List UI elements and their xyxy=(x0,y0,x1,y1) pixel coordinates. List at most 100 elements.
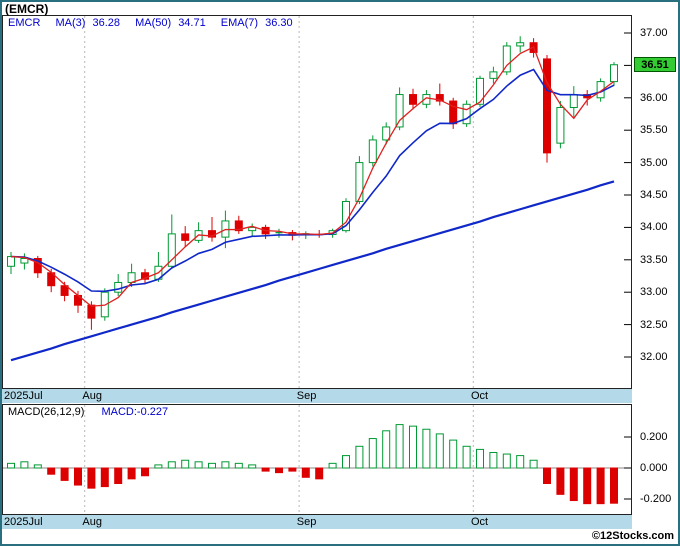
candle-down xyxy=(543,58,551,154)
macd-tick-label: 0.000 xyxy=(640,462,668,474)
macd-bar-positive xyxy=(167,461,176,469)
price-tick-label: 33.00 xyxy=(640,286,668,299)
candle-up xyxy=(462,103,471,125)
page-title: (EMCR) xyxy=(5,2,49,16)
candle-down xyxy=(60,285,69,296)
last-price-badge: 36.51 xyxy=(634,56,676,72)
macd-bar-positive xyxy=(234,462,243,469)
macd-bar-positive xyxy=(221,461,230,469)
macd-bar-negative xyxy=(275,467,283,474)
macd-bar-negative xyxy=(610,467,618,504)
candle-up xyxy=(476,77,484,105)
macd-bar-negative xyxy=(543,467,551,484)
candle-down xyxy=(449,100,458,125)
candle-down xyxy=(409,94,417,105)
macd-bar-negative xyxy=(60,467,69,481)
macd-bar-positive xyxy=(7,462,15,469)
macd-bar-positive xyxy=(476,448,484,469)
candle-up xyxy=(355,162,364,202)
price-chart xyxy=(2,15,632,389)
macd-bar-negative xyxy=(288,467,297,472)
macd-bar-positive xyxy=(181,459,190,469)
macd-bar-positive xyxy=(409,425,417,469)
price-tick-label: 34.00 xyxy=(640,221,668,234)
date-label: 2025Jul xyxy=(4,390,43,402)
legend-ema7-label: EMA(7) xyxy=(220,17,259,29)
macd-bar-positive xyxy=(395,424,404,469)
macd-bar-negative xyxy=(114,467,123,484)
candle-up xyxy=(167,233,176,267)
candle-down xyxy=(435,94,444,102)
macd-value: MACD:-0.227 xyxy=(101,406,169,418)
date-axis-bottom: 2025Jul Aug Sep Oct xyxy=(2,515,632,529)
candle-down xyxy=(181,233,190,241)
macd-bar-negative xyxy=(596,467,605,505)
date-label: Aug xyxy=(82,390,102,402)
legend-ma50-value: 34.71 xyxy=(178,17,206,29)
date-axis-top: 2025Jul Aug Sep Oct xyxy=(2,389,632,403)
candle-up xyxy=(7,256,15,267)
macd-bar-positive xyxy=(449,439,458,469)
macd-bar-positive xyxy=(462,445,471,469)
candle-up xyxy=(556,107,565,144)
macd-bar-negative xyxy=(127,467,136,480)
macd-header: MACD(26,12,9) MACD:-0.227 xyxy=(8,406,168,418)
macd-bar-positive xyxy=(489,452,498,469)
price-tick-label: 33.50 xyxy=(640,253,668,266)
date-label: 2025Jul xyxy=(4,516,43,528)
macd-bar-positive xyxy=(382,430,391,469)
macd-bar-positive xyxy=(516,455,525,469)
date-label: Aug xyxy=(82,516,102,528)
macd-bar-negative xyxy=(569,467,578,502)
macd-bar-positive xyxy=(355,445,364,469)
macd-bar-negative xyxy=(583,467,592,505)
macd-bar-positive xyxy=(342,455,350,469)
candle-up xyxy=(489,71,498,79)
candle-up xyxy=(382,126,391,141)
macd-bar-positive xyxy=(502,453,511,469)
ma3-line xyxy=(10,46,615,307)
price-chart-canvas xyxy=(7,16,631,388)
macd-bar-positive xyxy=(248,464,257,469)
macd-chart xyxy=(2,404,632,515)
legend-ema7-value: 36.30 xyxy=(265,17,293,29)
macd-title: MACD(26,12,9) xyxy=(8,406,85,418)
legend-ma3-label: MA(3) xyxy=(55,17,86,29)
macd-bar-positive xyxy=(20,461,29,469)
legend-ma50-label: MA(50) xyxy=(135,17,172,29)
macd-bar-negative xyxy=(556,467,565,495)
candle-up xyxy=(516,42,525,47)
macd-bar-positive xyxy=(422,428,431,469)
price-tick-label: 32.00 xyxy=(640,351,668,363)
macd-bar-positive xyxy=(328,462,337,469)
candle-up xyxy=(569,94,578,109)
candle-up xyxy=(114,281,123,293)
candle-up xyxy=(248,226,257,232)
price-tick-label: 32.50 xyxy=(640,318,668,331)
macd-tick-label: -0.200 xyxy=(640,493,672,505)
macd-bar-positive xyxy=(435,433,444,469)
candle-up xyxy=(422,94,431,105)
macd-bar-negative xyxy=(100,467,109,488)
macd-bar-positive xyxy=(194,461,203,469)
price-tick-label: 37.00 xyxy=(640,27,668,39)
macd-bar-positive xyxy=(368,438,377,469)
macd-bar-negative xyxy=(301,467,310,478)
candle-up xyxy=(20,258,29,264)
ma50-line xyxy=(10,180,615,362)
candle-up xyxy=(368,139,377,164)
macd-tick-label: 0.200 xyxy=(640,431,668,443)
date-label: Oct xyxy=(471,516,489,528)
macd-chart-canvas xyxy=(3,405,631,514)
macd-bar-negative xyxy=(87,467,96,489)
macd-bar-negative xyxy=(141,467,149,477)
macd-bar-negative xyxy=(74,467,82,486)
macd-bar-positive xyxy=(154,464,163,469)
macd-bar-positive xyxy=(529,459,538,469)
price-tick-label: 35.50 xyxy=(640,124,668,137)
date-label: Sep xyxy=(296,516,317,528)
price-legend: EMCR MA(3) 36.28 MA(50) 34.71 EMA(7) 36.… xyxy=(8,17,293,29)
legend-ma3-value: 36.28 xyxy=(92,17,120,29)
price-tick-label: 34.50 xyxy=(640,189,668,201)
